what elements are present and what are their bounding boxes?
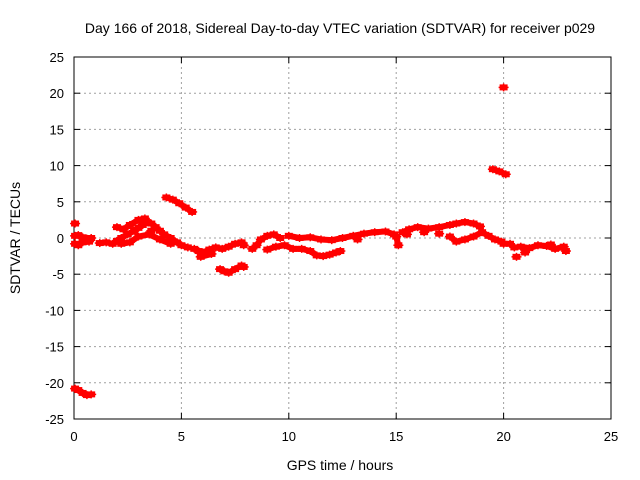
y-tick-label: -10 <box>45 303 64 318</box>
data-band-segment <box>182 204 196 215</box>
x-tick-label: 10 <box>282 429 296 444</box>
data-point <box>434 229 445 238</box>
y-tick-label: 0 <box>57 231 64 246</box>
x-tick-label: 20 <box>496 429 510 444</box>
data-band-segment <box>498 238 507 247</box>
y-tick-label: -15 <box>45 340 64 355</box>
data-band-segment <box>333 248 344 256</box>
data-band-segment <box>83 391 95 399</box>
data-band-segment <box>79 238 93 246</box>
data-point <box>70 219 81 228</box>
data-band-segment <box>382 228 398 238</box>
axis-ticks <box>73 56 612 420</box>
x-tick-label: 0 <box>70 429 77 444</box>
y-tick-label: 10 <box>50 159 64 174</box>
data-band-segment <box>270 231 284 241</box>
data-band-segment <box>83 235 95 242</box>
data-band-segment <box>135 215 148 223</box>
chart-title: Day 166 of 2018, Sidereal Day-to-day VTE… <box>85 20 595 36</box>
data-band-segment <box>178 242 191 251</box>
data-point <box>511 252 522 261</box>
x-tick-label: 25 <box>604 429 618 444</box>
data-band-segment <box>560 243 569 255</box>
data-points <box>70 83 571 400</box>
x-axis-label: GPS time / hours <box>287 457 394 473</box>
y-tick-label: 25 <box>50 50 64 65</box>
tick-labels: 0 5 10 15 20 25 -25 -20 -15 -10 -5 0 5 10 15 20 25 <box>45 50 618 444</box>
x-tick-label: 5 <box>178 429 185 444</box>
data-band-segment <box>238 239 247 249</box>
y-axis-label: SDTVAR / TECUs <box>7 182 23 294</box>
data-band-segment <box>393 233 402 249</box>
data-band-segment <box>470 220 483 230</box>
x-tick-label: 15 <box>389 429 403 444</box>
y-tick-label: -5 <box>52 267 64 282</box>
data-band-segment <box>156 236 174 247</box>
y-tick-label: -20 <box>45 376 64 391</box>
data-band-segment <box>238 262 247 270</box>
y-tick-label: 5 <box>57 195 64 210</box>
y-tick-label: 20 <box>50 86 64 101</box>
y-tick-label: -25 <box>45 412 64 427</box>
y-tick-label: 15 <box>50 122 64 137</box>
data-band-segment <box>507 240 518 251</box>
data-band-segment <box>496 168 509 178</box>
data-point <box>498 83 509 92</box>
data-band-segment <box>197 250 215 260</box>
